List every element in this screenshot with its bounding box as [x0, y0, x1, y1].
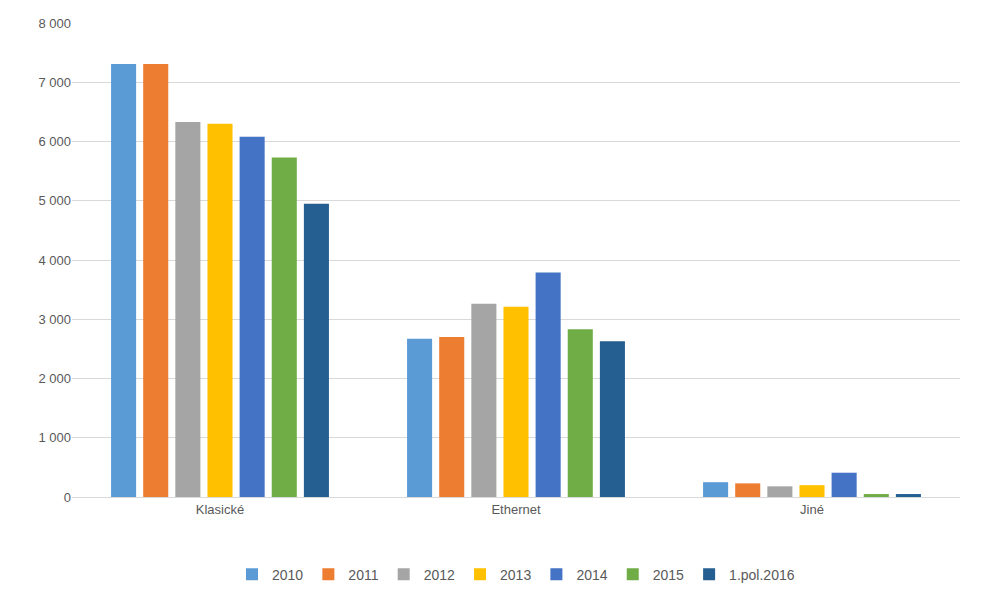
svg-text:2013: 2013 [500, 567, 531, 583]
svg-text:5 000: 5 000 [38, 193, 71, 208]
svg-text:2011: 2011 [348, 567, 378, 583]
svg-text:Ethernet: Ethernet [491, 502, 541, 517]
svg-text:Jiné: Jiné [800, 502, 824, 517]
svg-text:8 000: 8 000 [38, 16, 71, 31]
svg-text:2012: 2012 [424, 567, 455, 583]
svg-text:7 000: 7 000 [38, 75, 71, 90]
svg-text:Klasické: Klasické [196, 502, 244, 517]
svg-text:2015: 2015 [653, 567, 684, 583]
svg-text:1.pol.2016: 1.pol.2016 [729, 567, 795, 583]
svg-text:2 000: 2 000 [38, 371, 71, 386]
svg-text:0: 0 [64, 490, 71, 505]
svg-text:3 000: 3 000 [38, 312, 71, 327]
svg-text:6 000: 6 000 [38, 134, 71, 149]
svg-text:2014: 2014 [576, 567, 607, 583]
svg-text:2010: 2010 [272, 567, 303, 583]
svg-text:1 000: 1 000 [38, 430, 71, 445]
svg-text:4 000: 4 000 [38, 253, 71, 268]
